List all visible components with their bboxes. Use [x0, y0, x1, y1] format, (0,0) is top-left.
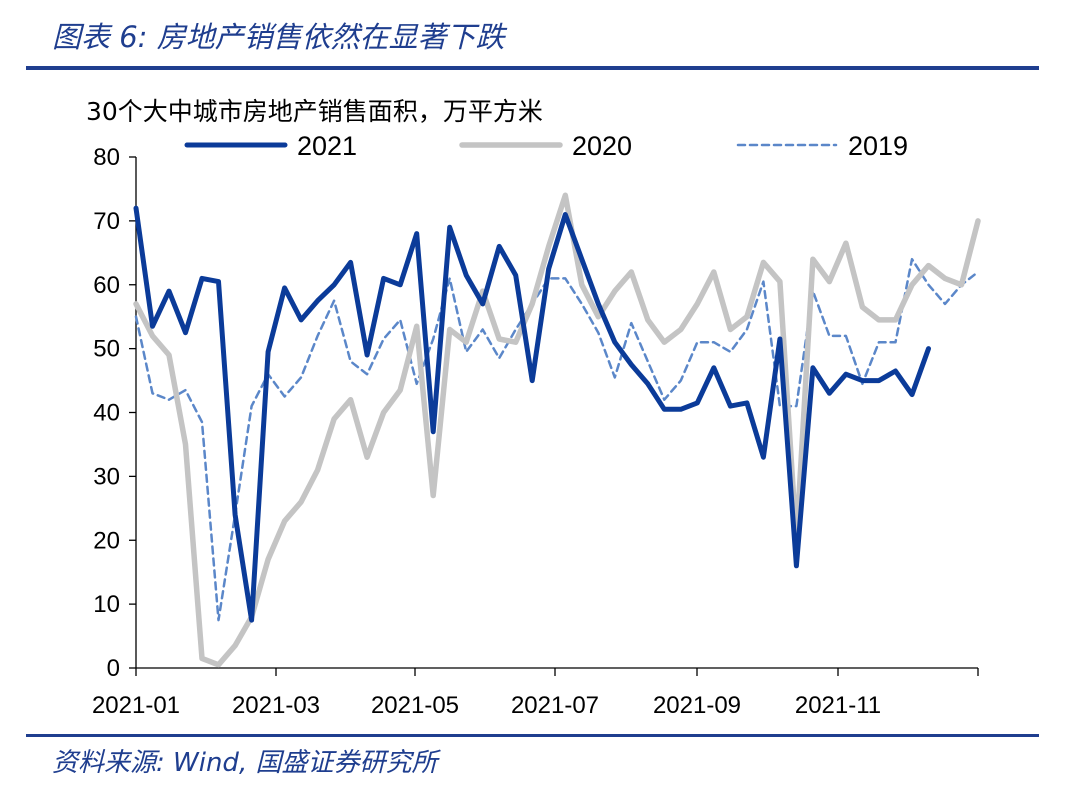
series-group	[133, 192, 981, 668]
series-line-2021	[133, 205, 931, 623]
figure-title: 图表 6: 房地产销售依然在显著下跌	[52, 20, 505, 54]
x-tick-label: 2021-05	[371, 692, 459, 719]
y-tick-label: 30	[93, 463, 120, 490]
series-line-2020	[133, 192, 981, 668]
y-tick-label: 20	[93, 527, 120, 554]
y-tick-label: 40	[93, 400, 120, 427]
footer-rule	[26, 734, 1039, 737]
source-note: 资料来源: Wind, 国盛证券研究所	[52, 748, 438, 778]
legend: 2021 2020 2019	[184, 131, 908, 161]
y-tick-label: 80	[93, 144, 120, 171]
x-tick-label: 2021-01	[92, 692, 180, 719]
legend-label-2020: 2020	[572, 131, 632, 161]
x-tick-label: 2021-03	[232, 692, 320, 719]
x-tick-label: 2021-07	[511, 692, 599, 719]
chart-title: 30个大中城市房地产销售面积，万平方米	[86, 97, 543, 126]
x-tick-label: 2021-09	[653, 692, 741, 719]
y-tick-label: 0	[107, 655, 120, 682]
header-rule	[26, 66, 1039, 70]
legend-label-2019: 2019	[848, 131, 908, 161]
axes: 0 10 20 30 40 50 60 70 80 2021-01 2021-03 2021-05 20…	[92, 144, 979, 719]
y-tick-label: 70	[93, 208, 120, 235]
series-line-2019	[134, 257, 980, 622]
y-tick-label: 60	[93, 272, 120, 299]
x-tick-label: 2021-11	[795, 692, 881, 719]
y-tick-label: 50	[93, 336, 120, 363]
y-tick-label: 10	[93, 591, 120, 618]
legend-label-2021: 2021	[297, 131, 357, 161]
